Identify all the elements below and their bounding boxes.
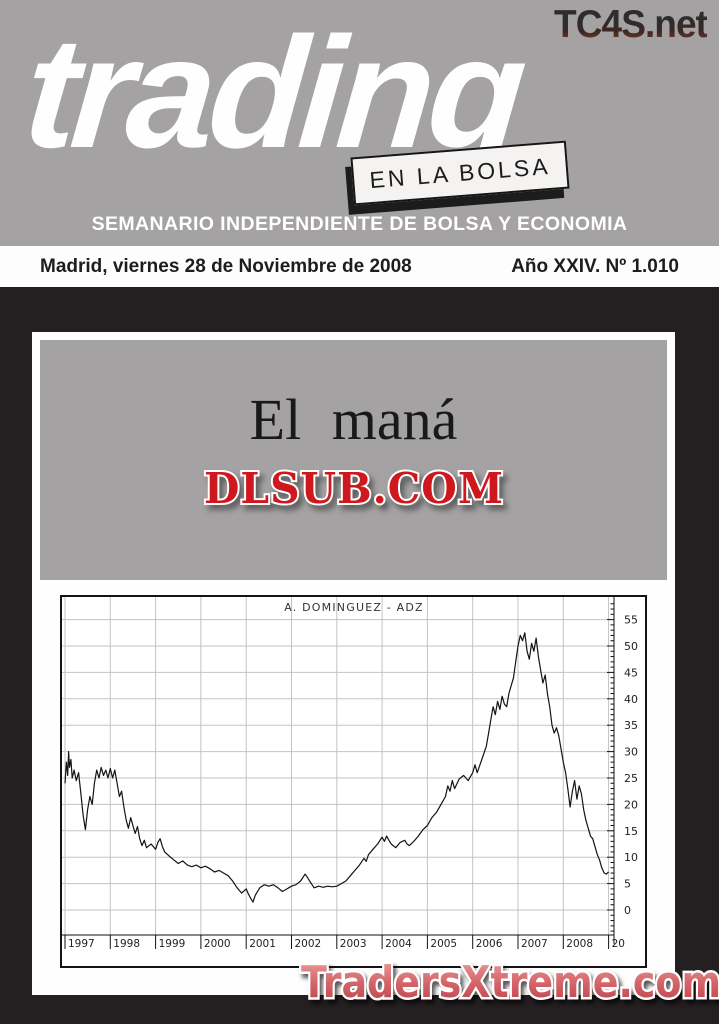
magazine-logo: trading (18, 5, 528, 181)
y-tick-label: 15 (624, 825, 638, 838)
dlsub-logo-svg: DLSUB.COM (202, 462, 505, 515)
y-tick-label: 30 (624, 746, 638, 759)
y-tick-label: 10 (624, 851, 638, 864)
feature-headline: El maná (249, 387, 458, 452)
x-tick-label: 2008 (566, 938, 593, 950)
date-band: Madrid, viernes 28 de Noviembre de 2008 … (0, 246, 719, 287)
y-tick-label: 55 (624, 614, 638, 627)
magazine-tagline: SEMANARIO INDEPENDIENTE DE BOLSA Y ECONO… (91, 213, 628, 235)
watermark-logo: TradersXtreme.com (299, 955, 719, 1011)
x-tick-label: 2000 (204, 938, 231, 950)
x-tick-label: 1999 (159, 938, 186, 950)
x-tick-label: 2003 (340, 938, 367, 950)
chart-title: A. DOMINGUEZ - ADZ (284, 601, 424, 614)
x-tick-label: 2004 (385, 938, 412, 950)
y-tick-label: 35 (624, 719, 638, 732)
x-tick-label: 2006 (476, 938, 503, 950)
cover-body: El maná DLSUB.COM 0 5 10 15 20 25 30 35 40 45 50 55… (0, 287, 719, 1024)
y-tick-label: 50 (624, 640, 638, 653)
y-tick-label: 45 (624, 666, 638, 679)
x-tick-label: 2005 (430, 938, 457, 950)
issue-number: Año XXIV. Nº 1.010 (511, 255, 679, 277)
feature-card: El maná DLSUB.COM 0 5 10 15 20 25 30 35 40 45 50 55… (32, 332, 675, 995)
x-tick-label: 2001 (249, 938, 276, 950)
price-line (64, 632, 610, 903)
feature-banner: El maná DLSUB.COM (40, 340, 667, 580)
y-tick-label: 0 (624, 904, 631, 917)
price-chart: 0 5 10 15 20 25 30 35 40 45 50 55 1997 1998 1999 2000 20… (60, 595, 647, 968)
x-tick-label: 1997 (68, 938, 95, 950)
x-tick-label: 2007 (521, 938, 548, 950)
site-url-tc4s: TC4S.net (554, 3, 708, 46)
dlsub-logo-text: DLSUB.COM (204, 464, 504, 513)
watermark-text: TradersXtreme.com (301, 957, 719, 1008)
y-tick-label: 25 (624, 772, 638, 785)
x-tick-label: 2002 (295, 938, 322, 950)
badge-label: EN LA BOLSA (368, 152, 552, 193)
masthead: TC4S.net trading EN LA BOLSA SEMANARIO I… (0, 0, 719, 246)
y-tick-label: 5 (624, 878, 631, 891)
price-chart-svg: 0 5 10 15 20 25 30 35 40 45 50 55 1997 1998 1999 2000 20… (62, 597, 638, 950)
x-tick-label: 1998 (113, 938, 140, 950)
x-tick-label: 20 (612, 938, 625, 950)
y-tick-label: 20 (624, 798, 638, 811)
dlsub-logo: DLSUB.COM (40, 457, 667, 528)
y-tick-label: 40 (624, 693, 638, 706)
issue-date: Madrid, viernes 28 de Noviembre de 2008 (40, 255, 412, 277)
